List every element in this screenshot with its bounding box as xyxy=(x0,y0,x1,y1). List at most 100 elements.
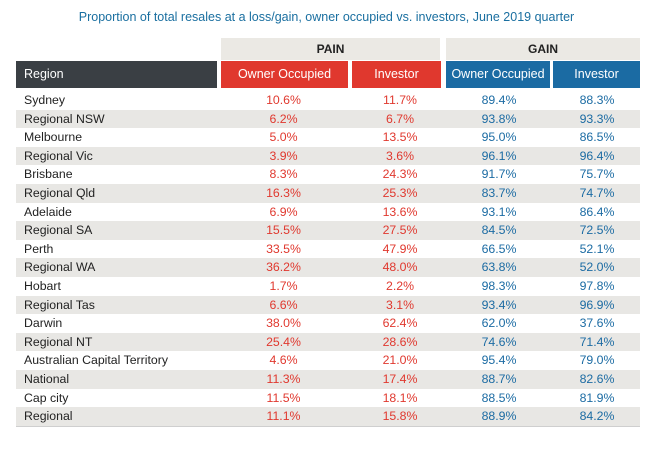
pain-investor-cell: 21.0% xyxy=(382,353,418,368)
region-cell: Sydney xyxy=(24,93,66,107)
pain-investor-cell: 15.8% xyxy=(382,409,418,424)
gain-owner-cell: 74.6% xyxy=(481,334,517,349)
table-row: Adelaide 6.9% 13.6% 93.1% 86.4% xyxy=(16,203,640,222)
pain-owner-cell: 36.2% xyxy=(266,260,301,275)
group-header-pain: PAIN xyxy=(221,38,440,60)
gain-investor-cell: 52.1% xyxy=(579,241,615,256)
column-header-pain-investor: Investor xyxy=(352,61,441,88)
table-row: Darwin 38.0% 62.4% 62.0% 37.6% xyxy=(16,314,640,333)
gain-investor-cell: 96.9% xyxy=(579,297,615,312)
region-cell: Australian Capital Territory xyxy=(24,353,168,368)
pain-owner-cell: 5.0% xyxy=(269,130,298,145)
gain-owner-cell: 66.5% xyxy=(481,241,517,256)
gain-owner-cell: 88.9% xyxy=(481,409,517,424)
gain-owner-cell: 62.0% xyxy=(481,316,517,331)
pain-owner-cell: 25.4% xyxy=(266,334,301,349)
table-row: Brisbane 8.3% 24.3% 91.7% 75.7% xyxy=(16,165,640,184)
pain-investor-cell: 13.5% xyxy=(382,130,418,145)
pain-investor-cell: 18.1% xyxy=(382,390,418,405)
group-header-gain: GAIN xyxy=(446,38,640,60)
pain-owner-cell: 11.5% xyxy=(266,390,301,405)
pain-owner-cell: 11.3% xyxy=(266,371,301,386)
region-cell: Darwin xyxy=(24,316,63,331)
pain-investor-cell: 6.7% xyxy=(385,111,415,126)
pain-owner-cell: 16.3% xyxy=(266,185,301,200)
region-cell: Regional Vic xyxy=(24,148,93,163)
gain-owner-cell: 88.5% xyxy=(481,390,517,405)
gain-investor-cell: 52.0% xyxy=(579,260,615,275)
pain-investor-cell: 24.3% xyxy=(382,167,418,182)
pain-investor-cell: 17.4% xyxy=(382,371,418,386)
table-row: Sydney 10.6% 11.7% 89.4% 88.3% xyxy=(16,91,640,110)
column-header-pain-owner-occupied: Owner Occupied xyxy=(221,61,348,88)
pain-owner-cell: 33.5% xyxy=(266,241,301,256)
region-cell: Regional SA xyxy=(24,223,93,238)
table-row: Cap city 11.5% 18.1% 88.5% 81.9% xyxy=(16,389,640,408)
table-row: Regional Tas 6.6% 3.1% 93.4% 96.9% xyxy=(16,295,640,315)
pain-investor-cell: 28.6% xyxy=(382,334,418,349)
gain-owner-cell: 91.7% xyxy=(481,167,517,182)
gain-owner-cell: 98.3% xyxy=(481,278,517,293)
table-row: Regional Qld 16.3% 25.3% 83.7% 74.7% xyxy=(16,183,640,203)
pain-investor-cell: 3.1% xyxy=(385,297,415,312)
gain-investor-cell: 84.2% xyxy=(579,409,615,424)
gain-investor-cell: 37.6% xyxy=(579,316,615,331)
table-row: National 11.3% 17.4% 88.7% 82.6% xyxy=(16,369,640,389)
pain-owner-cell: 1.7% xyxy=(269,278,298,293)
gain-investor-cell: 86.5% xyxy=(579,130,615,145)
pain-owner-cell: 11.1% xyxy=(266,409,301,424)
gain-owner-cell: 95.4% xyxy=(481,353,517,368)
pain-investor-cell: 2.2% xyxy=(385,278,415,293)
region-cell: Perth xyxy=(24,241,54,256)
pain-investor-cell: 13.6% xyxy=(382,204,418,219)
gain-investor-cell: 88.3% xyxy=(579,93,615,107)
table-row: Perth 33.5% 47.9% 66.5% 52.1% xyxy=(16,240,640,259)
gain-owner-cell: 83.7% xyxy=(481,185,517,200)
pain-owner-cell: 6.6% xyxy=(269,297,298,312)
gain-investor-cell: 74.7% xyxy=(579,185,615,200)
region-cell: Regional WA xyxy=(24,260,96,275)
gain-owner-cell: 93.8% xyxy=(481,111,517,126)
pain-owner-cell: 10.6% xyxy=(266,93,301,107)
gain-investor-cell: 97.8% xyxy=(579,278,615,293)
pain-investor-cell: 25.3% xyxy=(382,185,418,200)
gain-investor-cell: 79.0% xyxy=(579,353,615,368)
pain-investor-cell: 3.6% xyxy=(385,148,415,163)
gain-investor-cell: 82.6% xyxy=(579,371,615,386)
region-cell: Regional NT xyxy=(24,334,93,349)
pain-owner-cell: 6.2% xyxy=(269,111,298,126)
gain-owner-cell: 93.4% xyxy=(481,297,517,312)
table-row: Australian Capital Territory 4.6% 21.0% 95.… xyxy=(16,351,640,370)
region-cell: National xyxy=(24,371,70,386)
table-row: Melbourne 5.0% 13.5% 95.0% 86.5% xyxy=(16,128,640,147)
gain-investor-cell: 75.7% xyxy=(579,167,615,182)
region-cell: Melbourne xyxy=(24,130,83,145)
pain-investor-cell: 47.9% xyxy=(382,241,418,256)
region-cell: Adelaide xyxy=(24,204,72,219)
region-cell: Brisbane xyxy=(24,167,73,182)
gain-investor-cell: 71.4% xyxy=(579,334,615,349)
gain-investor-cell: 96.4% xyxy=(579,148,615,163)
table-row: Regional SA 15.5% 27.5% 84.5% 72.5% xyxy=(16,221,640,240)
gain-owner-cell: 93.1% xyxy=(481,204,517,219)
gain-owner-cell: 89.4% xyxy=(481,93,517,107)
pain-owner-cell: 3.9% xyxy=(269,148,298,163)
gain-investor-cell: 86.4% xyxy=(579,204,615,219)
gain-investor-cell: 72.5% xyxy=(579,223,615,238)
table-row: Regional NT 25.4% 28.6% 74.6% 71.4% xyxy=(16,332,640,352)
column-header-gain-owner-occupied: Owner Occupied xyxy=(446,61,550,88)
table-row: Hobart 1.7% 2.2% 98.3% 97.8% xyxy=(16,277,640,296)
table-row: Regional WA 36.2% 48.0% 63.8% 52.0% xyxy=(16,258,640,277)
region-cell: Cap city xyxy=(24,390,69,405)
gain-owner-cell: 95.0% xyxy=(481,130,517,145)
region-cell: Hobart xyxy=(24,278,61,293)
column-header-gain-investor: Investor xyxy=(553,61,640,88)
table-row: Regional NSW 6.2% 6.7% 93.8% 93.3% xyxy=(16,109,640,129)
pain-investor-cell: 27.5% xyxy=(382,223,418,238)
gain-owner-cell: 63.8% xyxy=(481,260,517,275)
chart-title: Proportion of total resales at a loss/ga… xyxy=(78,10,575,24)
pain-owner-cell: 8.3% xyxy=(269,167,298,182)
pain-investor-cell: 11.7% xyxy=(383,93,417,107)
gain-investor-cell: 93.3% xyxy=(579,111,615,126)
gain-owner-cell: 84.5% xyxy=(481,223,517,238)
